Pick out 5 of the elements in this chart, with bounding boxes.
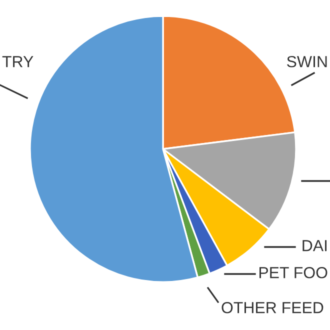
slice-label: DAI	[302, 240, 327, 252]
slice-label: TRY	[2, 56, 34, 68]
slice-label: OTHER FEED	[222, 302, 324, 314]
slice-label: SWIN	[287, 56, 327, 68]
slice-label: PET FOO	[259, 266, 328, 278]
